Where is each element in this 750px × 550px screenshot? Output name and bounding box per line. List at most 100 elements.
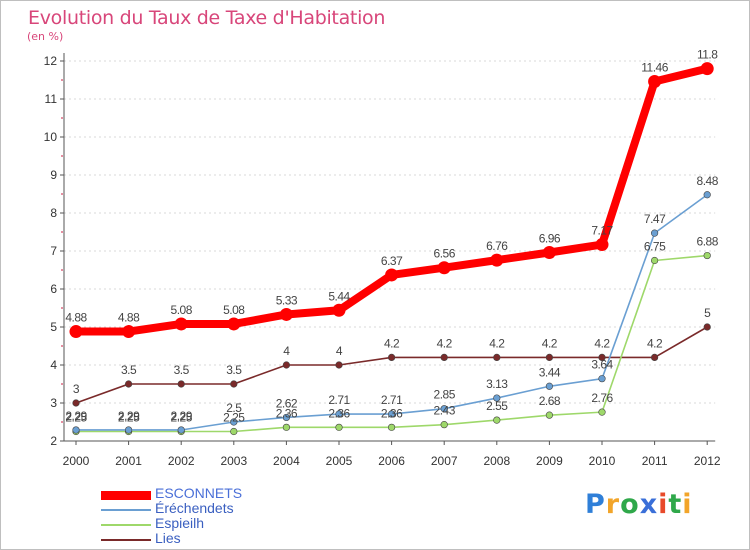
x-tick-label: 2010 <box>589 454 616 468</box>
data-label: 11.8 <box>697 48 718 62</box>
data-label: 3.44 <box>539 365 561 379</box>
data-point <box>542 246 556 260</box>
legend-item: ESCONNETS <box>101 485 351 502</box>
data-label: 3 <box>73 382 80 396</box>
legend-label: Lies <box>155 530 181 546</box>
legend-swatch <box>101 490 151 500</box>
data-label: 2.62 <box>276 396 298 410</box>
logo-letter: i <box>682 489 693 520</box>
data-point <box>493 416 501 424</box>
data-label: 6.56 <box>434 247 456 261</box>
data-point <box>279 307 293 321</box>
data-label: 2.29 <box>65 409 87 423</box>
data-point <box>490 253 504 267</box>
chart-title: Evolution du Taux de Taxe d'Habitation <box>28 7 386 29</box>
data-label: 4.2 <box>647 336 663 350</box>
data-point <box>230 427 238 436</box>
data-label: 5.08 <box>223 303 245 317</box>
data-point <box>648 75 662 89</box>
data-label: 4.2 <box>384 336 400 350</box>
legend-item: Espieilh <box>101 516 351 532</box>
chart-subtitle: (en %) <box>27 30 64 43</box>
x-tick-label: 2000 <box>63 454 90 468</box>
data-label: 8.48 <box>697 174 719 188</box>
x-tick-label: 2004 <box>273 454 300 468</box>
data-label: 2.76 <box>591 391 613 405</box>
data-point <box>703 251 711 260</box>
data-point <box>545 353 554 362</box>
data-label: 2.25 <box>171 411 193 425</box>
data-point <box>700 62 714 76</box>
x-tick-label: 2001 <box>115 454 142 468</box>
legend-label: ESCONNETS <box>155 485 243 501</box>
data-label: 11.46 <box>641 61 668 75</box>
data-label: 2.43 <box>434 404 456 418</box>
data-label: 7.47 <box>644 212 666 226</box>
x-tick-label: 2003 <box>220 454 247 468</box>
data-label: 4.2 <box>542 336 558 350</box>
data-point <box>440 353 448 362</box>
data-point <box>388 423 396 431</box>
logo-letter: r <box>605 489 621 520</box>
data-label: 5.44 <box>328 289 350 303</box>
legend-label: Éréchendets <box>155 500 234 516</box>
logo-letter: t <box>668 489 683 520</box>
data-point <box>335 410 343 418</box>
data-point <box>388 410 396 418</box>
data-label: 2.55 <box>486 399 508 413</box>
y-tick-label: 2 <box>50 434 57 448</box>
data-label: 6.96 <box>539 232 561 246</box>
data-point <box>595 238 609 252</box>
data-point <box>227 317 241 331</box>
data-label: 4.88 <box>65 311 87 325</box>
data-point <box>332 303 346 317</box>
legend-item: Lies <box>101 530 351 547</box>
logo-letter: P <box>585 489 606 520</box>
data-label: 3.64 <box>591 358 613 372</box>
data-point <box>703 191 711 199</box>
y-tick-label: 12 <box>44 54 58 68</box>
data-label: 2.25 <box>65 411 87 425</box>
data-point <box>230 418 238 426</box>
data-label: 2.5 <box>226 401 242 415</box>
data-label: 5.08 <box>171 303 193 317</box>
x-tick-label: 2009 <box>536 454 563 468</box>
y-tick-label: 11 <box>45 92 58 106</box>
data-point <box>545 382 554 390</box>
data-label: 6.76 <box>486 239 508 253</box>
data-point <box>72 399 80 407</box>
data-point <box>440 405 448 413</box>
y-tick-label: 10 <box>44 130 58 144</box>
data-label: 2.71 <box>328 393 350 407</box>
x-tick-label: 2011 <box>642 454 668 468</box>
data-label: 4 <box>336 344 343 358</box>
data-point <box>598 353 606 362</box>
legend-item: Éréchendets <box>101 500 351 517</box>
x-tick-label: 2008 <box>483 454 510 468</box>
x-tick-label: 2006 <box>378 454 405 468</box>
legend: ESCONNETS Éréchendets Espieilh Lies <box>101 485 351 547</box>
data-label: 2.25 <box>118 411 140 425</box>
data-point <box>72 426 80 434</box>
proxiti-logo: Proxiti <box>585 489 693 520</box>
series-line-0 <box>76 64 709 336</box>
data-label: 5.33 <box>276 293 298 307</box>
data-point <box>545 411 554 419</box>
data-label: 2.36 <box>381 406 403 420</box>
data-label: 6.75 <box>644 240 666 254</box>
y-tick-label: 4 <box>50 358 57 372</box>
data-point <box>650 256 659 265</box>
y-tick-label: 5 <box>50 320 57 334</box>
data-point <box>122 325 136 339</box>
data-point <box>282 361 291 369</box>
data-label: 4.2 <box>437 336 453 350</box>
data-point <box>388 353 396 362</box>
data-point <box>598 408 606 416</box>
data-point <box>124 426 133 434</box>
x-tick-label: 2002 <box>168 454 195 468</box>
y-tick-label: 9 <box>50 168 57 182</box>
data-point <box>69 325 83 339</box>
data-point <box>282 423 291 431</box>
